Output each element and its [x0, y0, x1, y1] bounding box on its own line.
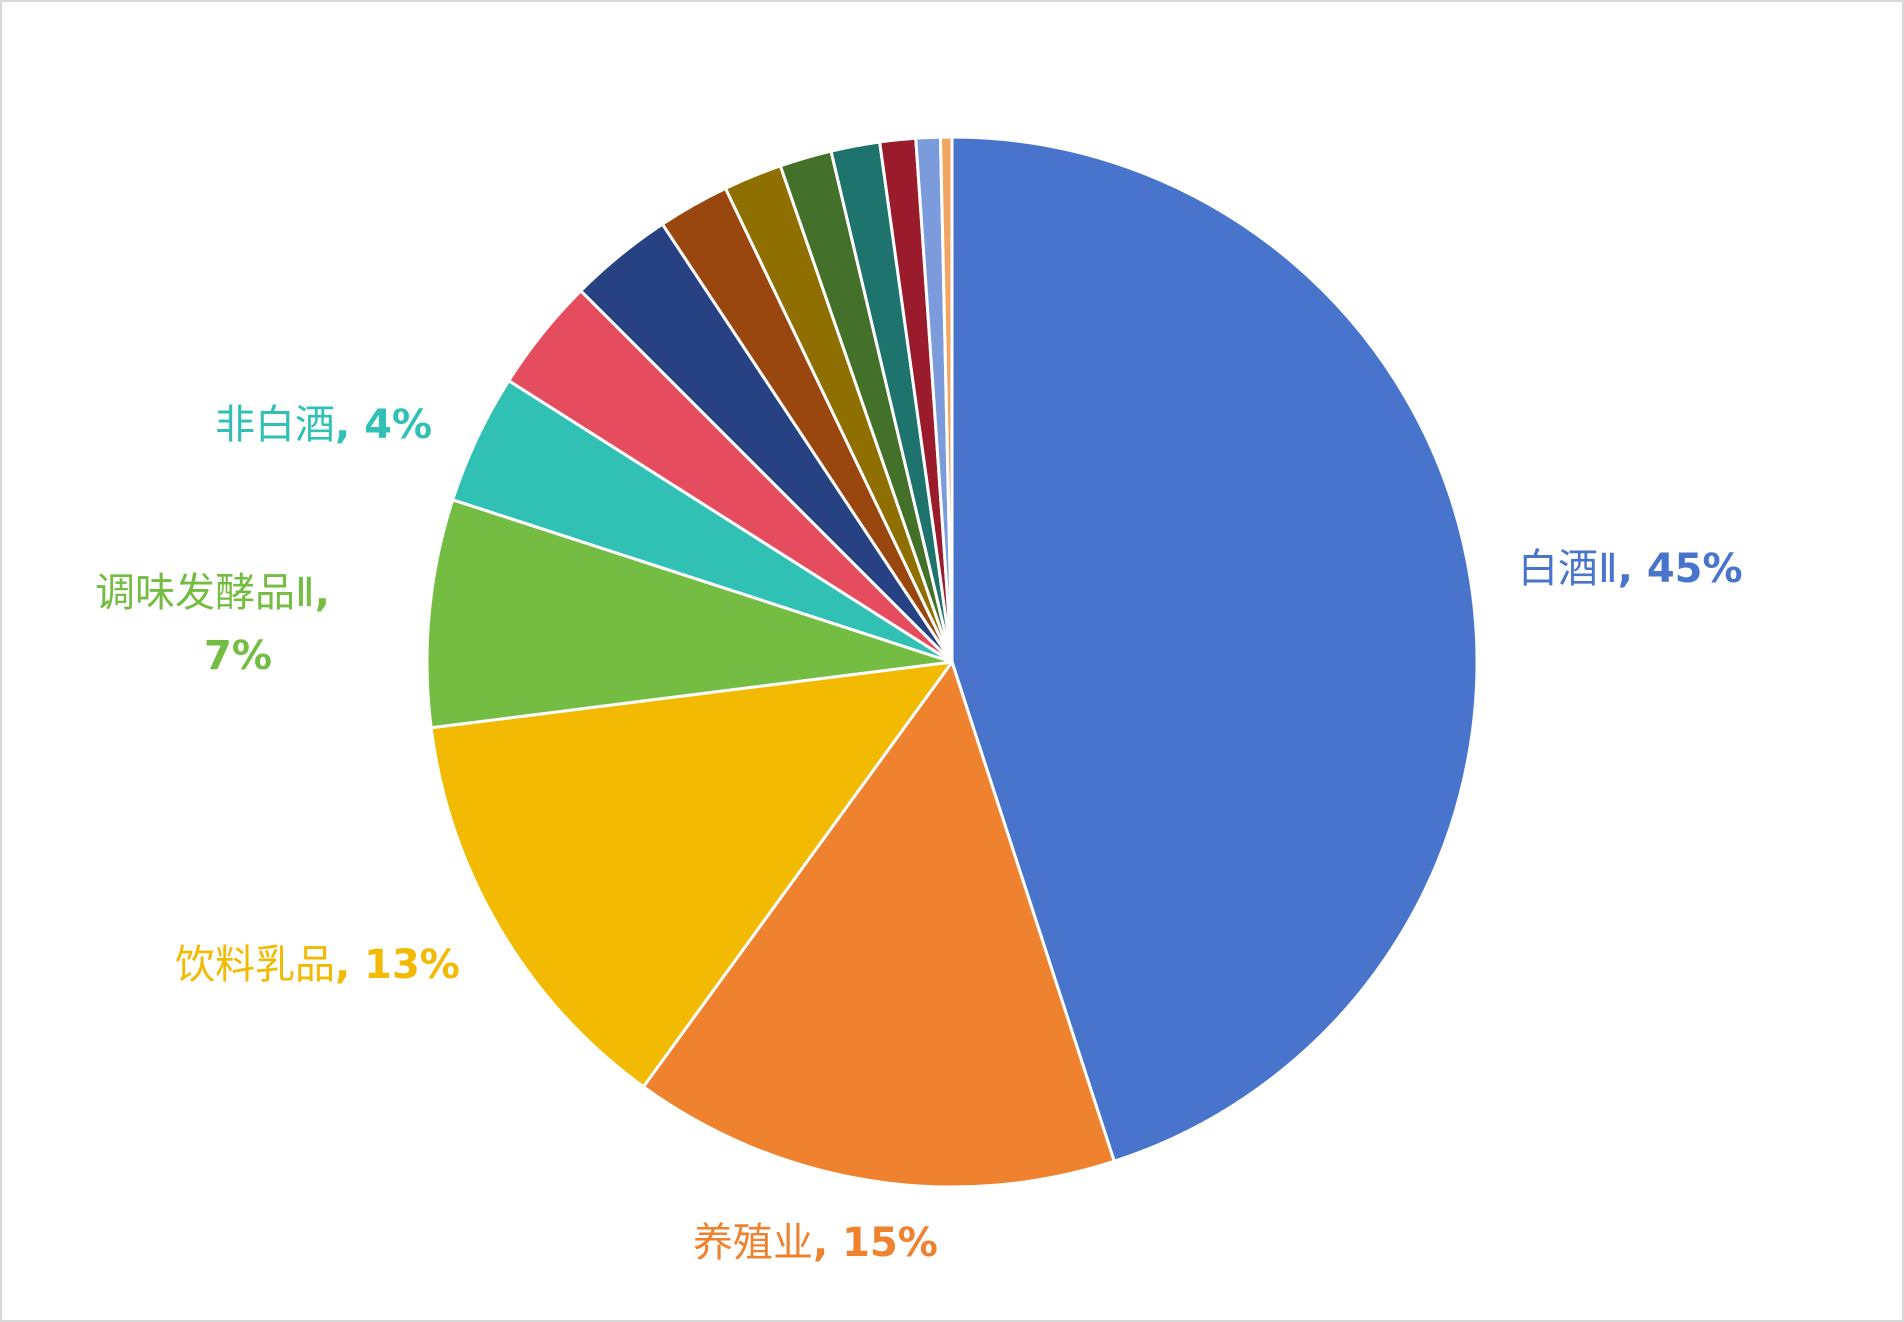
slice-label-percent: 13% — [364, 942, 460, 988]
pie-labels: 白酒Ⅱ, 45% 养殖业, 15% 饮料乳品, 13% 调味发酵品Ⅱ, 7% 非白酒, 4… — [95, 402, 1743, 1266]
pie-slice-1 — [950, 135, 1479, 1163]
pie-slice-2 — [641, 660, 1116, 1189]
slice-label-2: 养殖业, 15% — [693, 1220, 938, 1266]
slice-label-name: 非白酒 — [215, 402, 335, 448]
slice-label-5: 非白酒, 4% — [215, 402, 432, 448]
slice-label-4-percent: 7% — [204, 633, 272, 679]
slice-label-3: 饮料乳品, 13% — [175, 942, 460, 988]
slice-label-name: 养殖业 — [693, 1220, 813, 1266]
pie-slices — [425, 135, 1479, 1189]
slice-label-percent: 45% — [1647, 546, 1743, 592]
slice-label-4: 调味发酵品Ⅱ, — [95, 570, 330, 616]
slice-label-name: 白酒Ⅱ — [1518, 546, 1618, 592]
slice-label-percent: 15% — [842, 1220, 938, 1266]
pie-slice-4 — [425, 498, 954, 730]
slice-label-1: 白酒Ⅱ, 45% — [1518, 546, 1743, 592]
slice-label-name: 饮料乳品 — [175, 942, 335, 988]
slice-label-percent: 4% — [364, 402, 432, 448]
pie-slice-14 — [938, 135, 954, 664]
pie-slice-3 — [429, 660, 954, 1089]
